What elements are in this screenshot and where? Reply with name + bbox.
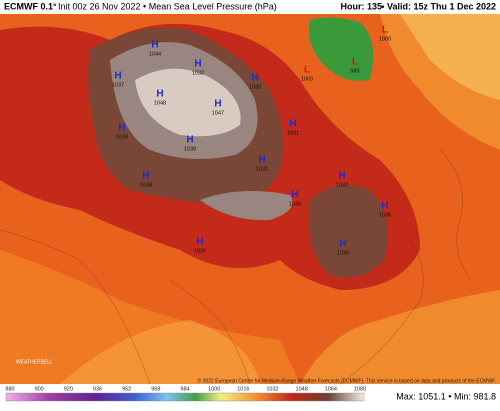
center-value: 1031 — [287, 130, 299, 136]
colorbar-tick-label: 900 — [35, 386, 44, 392]
center-letter: H — [291, 190, 298, 201]
center-letter: H — [118, 123, 125, 134]
center-letter: H — [196, 237, 203, 248]
colorbar-tick-label: 1016 — [237, 386, 249, 392]
pressure-field — [200, 191, 293, 221]
center-letter: L — [352, 57, 358, 68]
max-min: Max: 1051.1 • Min: 981.8 — [396, 391, 496, 401]
pressure-field — [309, 184, 388, 278]
colorbar-tick-label: 968 — [151, 386, 160, 392]
center-value: 1035 — [337, 250, 349, 256]
center-letter: H — [156, 89, 163, 100]
map — [0, 14, 500, 385]
valid-time: • Valid: 15z Thu 1 Dec 2022 — [381, 1, 496, 11]
colorbar-tick-label: 1000 — [208, 386, 220, 392]
center-value: 1037 — [112, 82, 124, 88]
center-letter: H — [258, 155, 265, 166]
pressure-field — [400, 14, 500, 100]
center-value: 1031 — [256, 166, 268, 172]
center-value: 1032 — [336, 182, 348, 188]
center-letter: H — [194, 59, 201, 70]
center-letter: H — [186, 135, 193, 146]
colorbar-ticks: 880 900 920 936 952 968 984 1000 1016 1032 1048 106… — [5, 386, 366, 392]
center-value: 1029 — [194, 248, 206, 254]
center-value: 1030 — [249, 84, 261, 90]
low-pressure-area — [308, 17, 374, 81]
center-letter: L — [304, 65, 310, 76]
center-value: 1048 — [154, 100, 166, 106]
pressure-field — [300, 290, 500, 384]
center-letter: H — [339, 239, 346, 250]
colorbar-tick-label: 952 — [122, 386, 131, 392]
logo: WEATHERBELL — [16, 359, 53, 365]
center-value: 1032 — [192, 70, 204, 76]
center-letter: H — [251, 73, 258, 84]
center-letter: H — [338, 171, 345, 182]
init-title: Init 00z 26 Nov 2022 • Mean Sea Level Pr… — [58, 1, 277, 11]
center-letter: H — [214, 99, 221, 110]
center-value: 1000 — [379, 36, 391, 42]
colorbar-tick-label: 1032 — [266, 386, 278, 392]
coastlines — [0, 149, 471, 385]
center-letter: H — [151, 40, 158, 51]
center-value: 989 — [350, 68, 359, 74]
center-value: 1036 — [379, 212, 391, 218]
colorbar-tick-label: 1064 — [325, 386, 337, 392]
header-bar — [0, 0, 500, 14]
colorbar — [5, 392, 365, 402]
colorbar-tick-label: 1080 — [354, 386, 366, 392]
colorbar-tick-label: 984 — [180, 386, 189, 392]
center-value: 1036 — [289, 201, 301, 207]
center-value: 1003 — [301, 76, 313, 82]
center-letter: H — [381, 201, 388, 212]
center-letter: H — [289, 119, 296, 130]
center-value: 1038 — [140, 182, 152, 188]
colorbar-tick-label: 880 — [5, 386, 14, 392]
pressure-field — [60, 320, 260, 384]
center-value: 1047 — [212, 110, 224, 116]
center-value: 1038 — [184, 146, 196, 152]
pressure-field — [135, 68, 241, 137]
center-value: 1039 — [116, 134, 128, 140]
center-letter: L — [382, 25, 388, 36]
center-letter: H — [114, 71, 121, 82]
center-letter: H — [142, 171, 149, 182]
colorbar-tick-label: 936 — [93, 386, 102, 392]
colorbar-tick-label: 920 — [64, 386, 73, 392]
center-value: 1044 — [149, 51, 161, 57]
hour: Hour: 135 — [340, 1, 382, 11]
colorbar-tick-label: 1048 — [296, 386, 308, 392]
copyright: © 2022 European Centre for Medium-Range … — [198, 377, 496, 384]
model-name: ECMWF 0.1° — [4, 1, 57, 11]
